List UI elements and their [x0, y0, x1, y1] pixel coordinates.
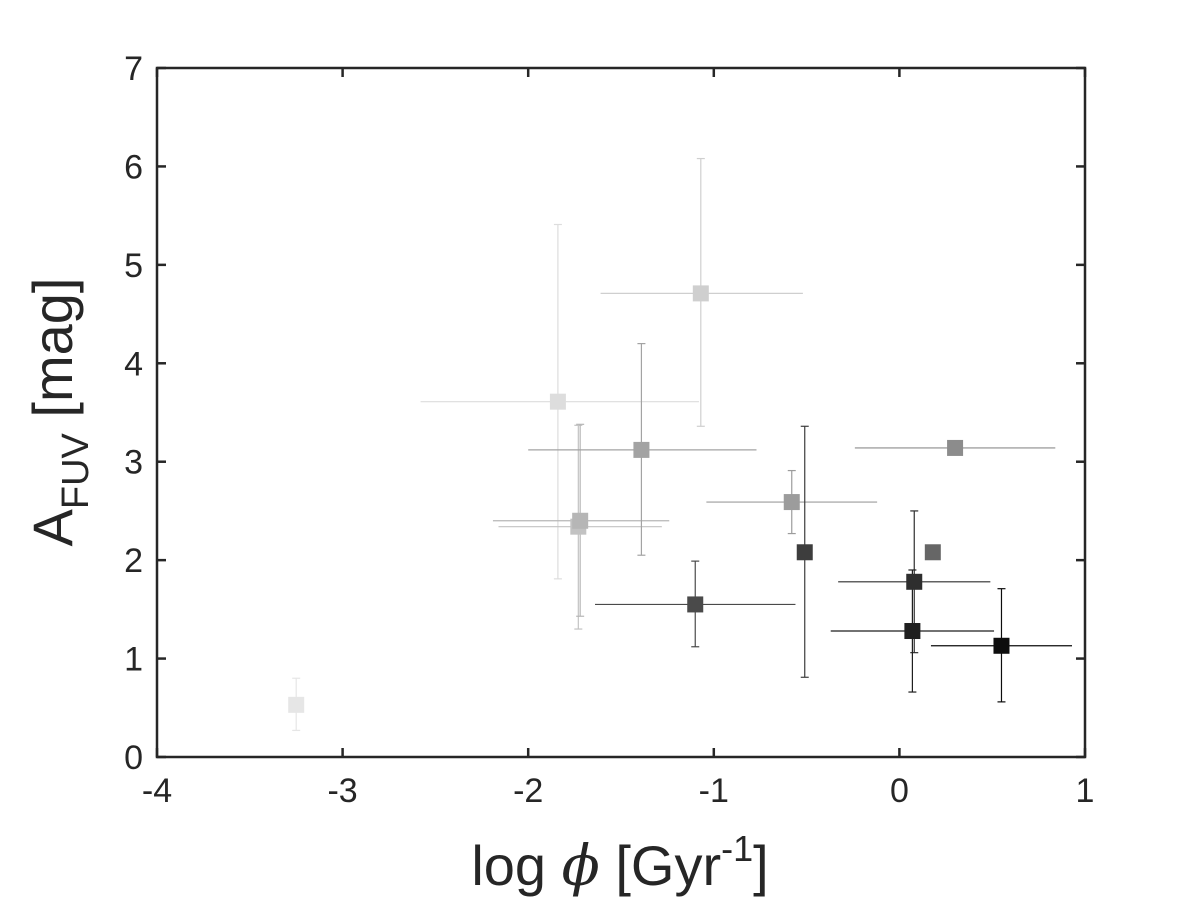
x-tick-label: -1	[699, 772, 729, 810]
plot-frame	[155, 66, 1087, 759]
y-tick-label: 1	[124, 641, 143, 679]
x-axis-label-exponent: -1	[721, 828, 753, 869]
y-axis-label: AFUV [mag]	[21, 278, 97, 547]
data-point	[796, 544, 813, 561]
data-point	[906, 573, 923, 590]
data-point	[947, 439, 964, 456]
y-tick-label: 0	[124, 739, 143, 777]
y-axis-label-rest: [mag]	[21, 278, 84, 434]
data-point	[549, 393, 566, 410]
axis-ticks	[155, 66, 1087, 759]
data-point	[288, 696, 305, 713]
data-point	[572, 512, 589, 529]
y-tick-label: 7	[124, 50, 143, 88]
y-tick-labels: 0 1 2 3 4 5 6 7	[124, 50, 143, 777]
data-point	[687, 596, 704, 613]
x-axis-label: log ϕ [Gyr-1]	[471, 828, 768, 899]
x-axis-label-symbol: ϕ	[562, 834, 600, 899]
data-point	[633, 441, 650, 458]
y-tick-label: 4	[124, 345, 143, 383]
x-tick-label: -3	[327, 772, 357, 810]
data-point	[993, 637, 1010, 654]
x-tick-label: -2	[513, 772, 543, 810]
data-point	[783, 494, 800, 511]
x-tick-label: 1	[1076, 772, 1095, 810]
y-axis-label-subscript: FUV	[55, 432, 97, 509]
data-point	[904, 623, 921, 640]
y-tick-label: 5	[124, 247, 143, 285]
y-tick-label: 3	[124, 444, 143, 482]
data-point	[692, 285, 709, 302]
x-axis-label-prefix: log	[471, 834, 561, 897]
x-tick-label: -4	[142, 772, 172, 810]
x-axis-label-close: ]	[753, 834, 769, 897]
data-point	[924, 544, 941, 561]
y-axis-label-main: A	[21, 508, 84, 546]
x-tick-label: 0	[890, 772, 909, 810]
data-markers	[288, 285, 1010, 713]
x-tick-labels: -4 -3 -2 -1 0 1	[142, 772, 1095, 810]
x-axis-label-unit: [Gyr	[600, 834, 721, 897]
y-tick-label: 6	[124, 148, 143, 186]
y-tick-label: 2	[124, 542, 143, 580]
